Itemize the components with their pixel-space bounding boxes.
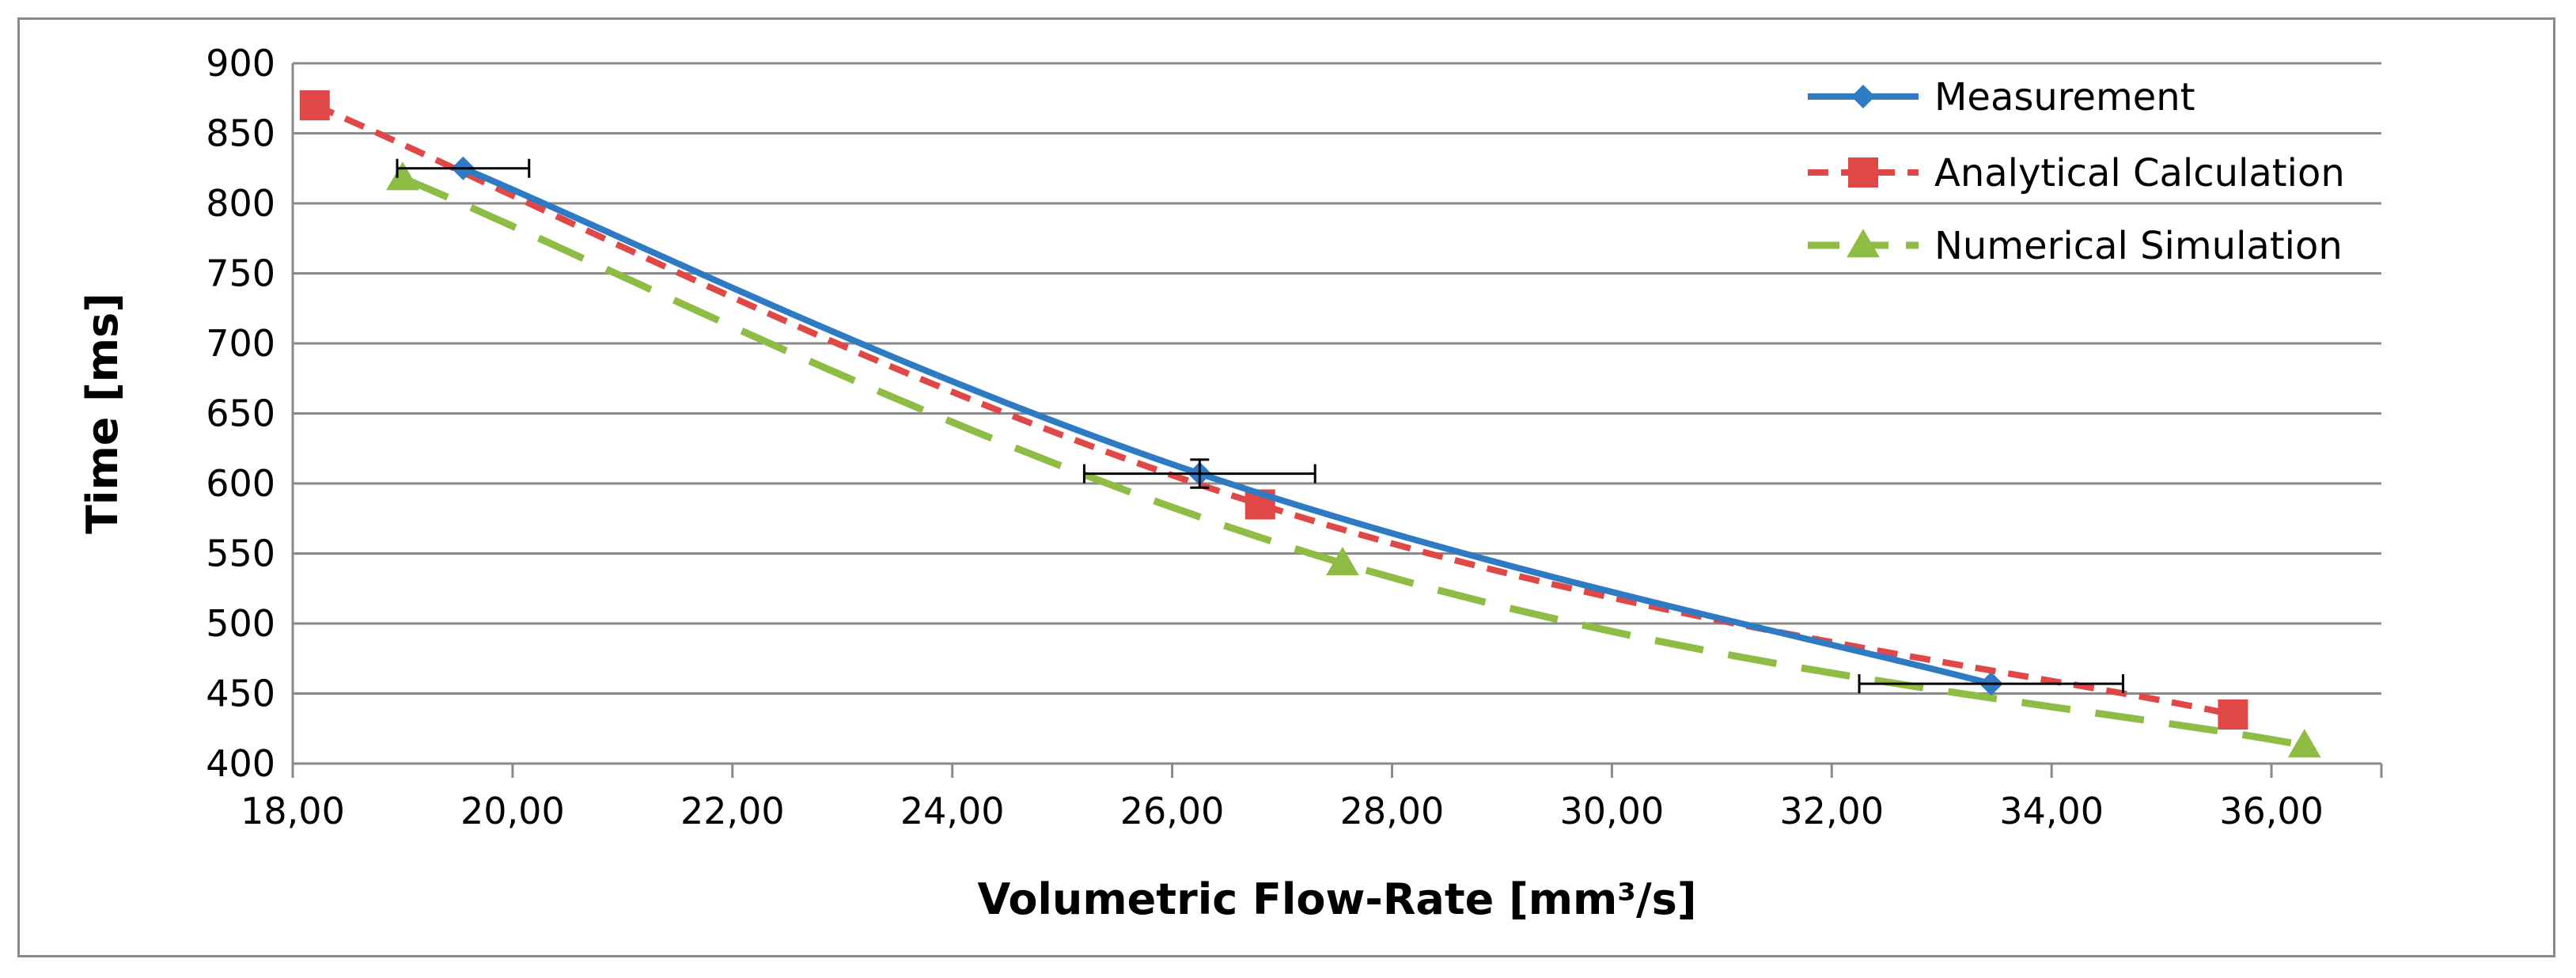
data-point-2-0 (386, 161, 419, 191)
legend: Measurement Analytical Calculation Numer… (1808, 75, 2345, 268)
series-line-0 (461, 165, 1992, 687)
grid-lines (291, 62, 2383, 778)
x-tick-label: 20,00 (460, 790, 565, 832)
y-tick-label: 850 (206, 112, 275, 155)
y-tick-label: 450 (206, 673, 275, 715)
series-layer (299, 90, 2321, 758)
y-tick-label: 650 (206, 392, 275, 435)
data-point-2-2 (2287, 729, 2321, 758)
y-tick-label: 800 (206, 182, 275, 225)
legend-entry-analytical: Analytical Calculation (1808, 151, 2345, 195)
y-tick-label: 550 (206, 533, 275, 575)
y-tick-label: 750 (206, 252, 275, 295)
data-point-1-2 (2218, 699, 2248, 730)
x-tick-label: 28,00 (1340, 790, 1445, 832)
series-line-1 (313, 102, 2234, 718)
legend-marker-measurement (1851, 85, 1875, 108)
x-tick-label: 34,00 (1999, 790, 2104, 832)
y-tick-label: 500 (206, 602, 275, 645)
data-point-2-1 (1326, 546, 1359, 576)
x-tick-label: 36,00 (2219, 790, 2324, 832)
legend-entry-measurement: Measurement (1808, 75, 2195, 119)
series-line-2 (401, 174, 2305, 749)
x-tick-label: 18,00 (241, 790, 345, 832)
y-axis-title: Time [ms] (78, 293, 127, 534)
x-tick-label: 24,00 (900, 790, 1005, 832)
tick-labels: 400 450 500 550 600 650 700 750 800 850 900 18,00 20… (206, 42, 2324, 832)
legend-label-measurement: Measurement (1934, 75, 2195, 119)
x-tick-label: 32,00 (1779, 790, 1884, 832)
y-tick-label: 400 (206, 742, 275, 785)
y-tick-label: 900 (206, 42, 275, 85)
chart-frame (17, 17, 2555, 957)
legend-entry-numerical: Numerical Simulation (1808, 224, 2343, 268)
x-tick-label: 22,00 (680, 790, 785, 832)
legend-marker-numerical (1847, 229, 1880, 258)
legend-label-analytical: Analytical Calculation (1934, 151, 2345, 195)
legend-marker-analytical (1848, 157, 1878, 188)
x-tick-label: 30,00 (1560, 790, 1665, 832)
data-point-1-0 (299, 90, 330, 121)
y-tick-label: 600 (206, 462, 275, 505)
y-tick-label: 700 (206, 322, 275, 365)
x-tick-label: 26,00 (1120, 790, 1225, 832)
legend-label-numerical: Numerical Simulation (1934, 224, 2343, 268)
x-axis-title: Volumetric Flow-Rate [mm³/s] (977, 874, 1696, 924)
